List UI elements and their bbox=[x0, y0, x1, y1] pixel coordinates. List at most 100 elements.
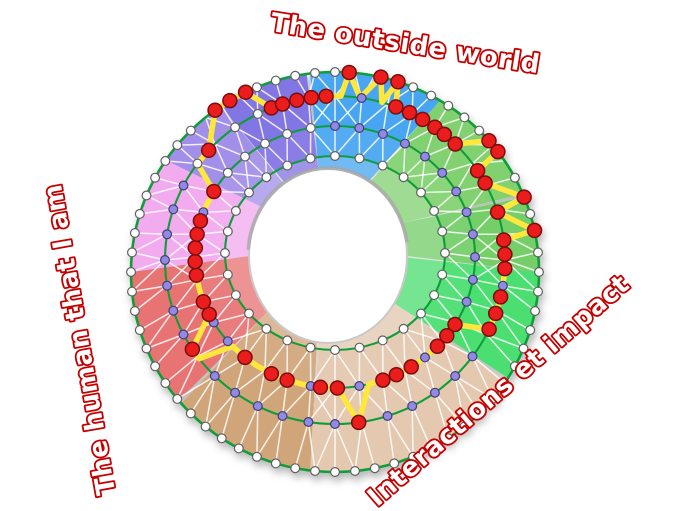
node-white bbox=[244, 187, 255, 198]
red-score-node bbox=[318, 88, 334, 104]
node-lavender bbox=[209, 371, 220, 382]
node-white bbox=[426, 90, 437, 101]
node-white bbox=[354, 153, 365, 164]
red-score-node bbox=[207, 102, 223, 118]
node-white bbox=[429, 205, 440, 216]
node-lavender bbox=[461, 207, 472, 218]
node-white bbox=[305, 122, 316, 133]
node-lavender bbox=[168, 305, 179, 316]
node-lavender bbox=[400, 138, 411, 149]
red-score-node bbox=[329, 380, 346, 396]
node-lavender bbox=[451, 186, 462, 197]
node-white bbox=[270, 75, 281, 86]
red-score-node bbox=[263, 365, 280, 382]
red-score-node bbox=[200, 142, 217, 159]
node-lavender bbox=[354, 122, 365, 133]
node-white bbox=[330, 151, 341, 162]
node-lavender bbox=[461, 296, 472, 307]
red-score-node bbox=[188, 267, 205, 283]
node-white bbox=[261, 323, 272, 334]
red-score-node bbox=[289, 92, 305, 108]
node-white bbox=[222, 269, 233, 280]
red-score-node bbox=[489, 204, 506, 220]
node-white bbox=[310, 466, 321, 477]
node-white bbox=[141, 190, 152, 201]
node-white bbox=[426, 443, 437, 454]
red-score-node bbox=[201, 306, 217, 323]
node-white bbox=[518, 343, 529, 354]
red-score-node bbox=[492, 289, 509, 305]
red-score-node bbox=[401, 104, 418, 121]
red-score-node bbox=[481, 133, 497, 149]
hole-rim-shadow bbox=[246, 166, 409, 251]
red-score-node bbox=[390, 74, 406, 90]
node-white bbox=[290, 463, 301, 474]
node-lavender bbox=[222, 336, 233, 347]
node-white bbox=[192, 158, 203, 169]
node-white bbox=[150, 172, 161, 183]
node-white bbox=[240, 151, 251, 162]
node-white bbox=[252, 108, 263, 119]
node-white bbox=[398, 323, 409, 334]
node-white bbox=[350, 466, 361, 477]
node-white bbox=[533, 267, 544, 278]
node-lavender bbox=[407, 401, 418, 412]
red-score-node bbox=[373, 69, 389, 85]
red-score-node bbox=[414, 111, 431, 128]
red-score-node bbox=[490, 143, 506, 160]
node-white bbox=[440, 248, 451, 259]
red-score-node bbox=[187, 240, 204, 256]
node-white bbox=[377, 335, 388, 346]
node-white bbox=[230, 290, 241, 301]
red-score-node bbox=[350, 414, 367, 431]
node-white bbox=[282, 128, 293, 139]
node-lavender bbox=[178, 180, 189, 191]
red-score-node bbox=[403, 359, 419, 375]
node-white bbox=[474, 408, 485, 419]
node-white bbox=[185, 408, 196, 419]
ring-nodes bbox=[125, 66, 544, 478]
node-lavender bbox=[497, 280, 508, 291]
red-score-node bbox=[495, 232, 512, 248]
node-white bbox=[354, 342, 365, 353]
red-score-node bbox=[189, 226, 205, 243]
node-lavender bbox=[450, 371, 461, 382]
node-white bbox=[126, 247, 137, 258]
red-score-node bbox=[279, 372, 295, 388]
red-score-node bbox=[341, 64, 357, 81]
red-score-node bbox=[237, 349, 253, 366]
node-white bbox=[305, 342, 316, 353]
red-score-node bbox=[222, 92, 238, 109]
node-lavender bbox=[162, 229, 173, 240]
node-white bbox=[532, 286, 543, 297]
node-white bbox=[437, 269, 448, 280]
node-white bbox=[408, 451, 419, 462]
node-lavender bbox=[168, 204, 179, 215]
node-lavender bbox=[356, 92, 367, 103]
node-white bbox=[487, 393, 498, 404]
node-white bbox=[416, 187, 427, 198]
red-score-node bbox=[516, 189, 532, 205]
red-score-node bbox=[192, 213, 209, 229]
node-white bbox=[160, 378, 171, 389]
red-score-node bbox=[481, 321, 497, 338]
red-score-node bbox=[497, 246, 513, 263]
red-score-node bbox=[439, 328, 455, 344]
node-white bbox=[160, 155, 171, 166]
node-white bbox=[282, 335, 293, 346]
red-score-node bbox=[436, 126, 453, 143]
node-white bbox=[398, 172, 409, 183]
node-white bbox=[389, 458, 400, 469]
center-hole bbox=[248, 168, 408, 344]
node-white bbox=[129, 228, 140, 239]
node-white bbox=[429, 290, 440, 301]
node-white bbox=[532, 247, 543, 258]
node-white bbox=[270, 458, 281, 469]
red-score-node bbox=[187, 253, 203, 270]
node-white bbox=[150, 361, 161, 372]
red-score-node bbox=[429, 338, 446, 355]
node-white bbox=[310, 67, 321, 78]
node-white bbox=[200, 421, 211, 432]
node-lavender bbox=[420, 151, 431, 162]
